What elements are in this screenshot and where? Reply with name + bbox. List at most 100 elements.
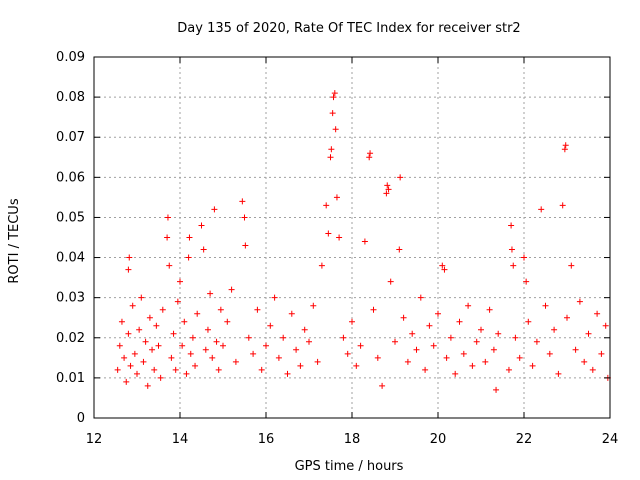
data-point (422, 366, 429, 373)
data-point (523, 278, 530, 285)
data-point (185, 254, 192, 261)
data-point (542, 302, 549, 309)
data-point (140, 358, 147, 365)
data-point (400, 314, 407, 321)
data-point (131, 350, 138, 357)
data-point (267, 322, 274, 329)
x-tick-label: 24 (602, 432, 619, 447)
x-tick-label: 20 (430, 432, 447, 447)
data-point (149, 346, 156, 353)
data-point (242, 242, 249, 249)
data-point (460, 350, 467, 357)
data-point (232, 358, 239, 365)
data-point (562, 142, 569, 149)
data-point (426, 322, 433, 329)
data-point (379, 382, 386, 389)
data-point (164, 234, 171, 241)
data-point (125, 266, 132, 273)
data-point (157, 374, 164, 381)
data-point (142, 338, 149, 345)
y-tick-label: 0.04 (56, 251, 85, 266)
data-point (465, 302, 472, 309)
data-point (186, 234, 193, 241)
data-point (329, 110, 336, 117)
data-point (118, 318, 125, 325)
data-point (155, 342, 162, 349)
data-point (397, 174, 404, 181)
data-point (213, 338, 220, 345)
data-point (177, 278, 183, 285)
data-point (384, 182, 391, 189)
data-point (116, 342, 123, 349)
data-point (174, 298, 181, 305)
y-tick-label: 0.07 (56, 130, 85, 145)
data-point (323, 202, 330, 209)
data-point (125, 330, 132, 337)
x-tick-label: 18 (344, 432, 361, 447)
data-point (521, 254, 527, 261)
data-point (396, 246, 403, 253)
data-point (306, 338, 312, 345)
data-point (441, 266, 448, 273)
x-axis-label: GPS time / hours (295, 459, 404, 474)
data-point (200, 246, 207, 253)
y-tick-label: 0.06 (56, 170, 85, 185)
data-point (486, 306, 493, 313)
data-point (508, 222, 515, 229)
data-point (204, 326, 211, 333)
data-point (551, 326, 558, 333)
y-tick-label: 0.02 (56, 331, 85, 346)
data-point (585, 330, 592, 337)
data-point (336, 234, 343, 241)
data-point (366, 154, 373, 161)
data-point (144, 382, 151, 389)
data-point (327, 154, 334, 161)
data-point (361, 238, 368, 245)
data-point (392, 338, 398, 345)
data-point (383, 190, 390, 197)
data-point (215, 366, 222, 373)
y-axis-label: ROTI / TECUs (7, 198, 22, 283)
data-point (301, 326, 308, 333)
data-point (510, 262, 517, 269)
data-point (561, 146, 568, 153)
data-point (280, 334, 287, 341)
data-point (241, 214, 248, 221)
data-point (328, 146, 335, 153)
data-point (568, 262, 575, 269)
data-point (602, 322, 609, 329)
data-point (443, 354, 450, 361)
data-point (254, 306, 261, 313)
data-point (159, 306, 166, 313)
data-point (164, 214, 171, 221)
data-point (310, 302, 317, 309)
data-point (430, 342, 437, 349)
data-point (245, 334, 252, 341)
data-point (211, 206, 218, 213)
data-point (198, 222, 205, 229)
data-point (533, 338, 540, 345)
data-point (331, 90, 338, 97)
data-point (136, 326, 143, 333)
data-point (284, 370, 291, 377)
data-point (409, 330, 416, 337)
data-point (207, 290, 214, 297)
data-point (344, 350, 351, 357)
data-point (493, 386, 500, 393)
x-tick-label: 12 (86, 432, 103, 447)
data-point (250, 350, 257, 357)
data-point (473, 338, 480, 345)
data-point (202, 346, 209, 353)
data-point (512, 334, 519, 341)
data-point (559, 202, 566, 209)
data-point (340, 334, 347, 341)
data-point (546, 350, 553, 357)
data-point (572, 346, 579, 353)
data-point (417, 294, 424, 301)
data-point (127, 362, 134, 369)
data-point (439, 262, 446, 269)
data-point (332, 126, 339, 133)
data-point (138, 294, 145, 301)
data-point (318, 262, 325, 269)
